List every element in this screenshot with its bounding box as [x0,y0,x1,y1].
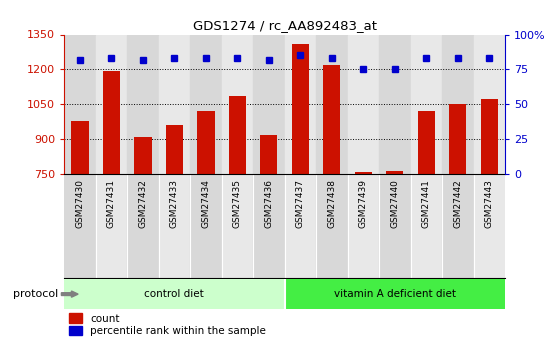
Bar [285,34,316,174]
Text: GSM27435: GSM27435 [233,179,242,228]
Bar [64,279,285,309]
Bar [158,34,190,174]
Text: GSM27440: GSM27440 [390,179,400,228]
Text: GSM27441: GSM27441 [422,179,431,228]
Bar [95,34,127,174]
Bar [95,174,127,278]
Bar [474,34,505,174]
Bar [386,171,403,174]
Bar [190,174,222,278]
Bar [222,174,253,278]
Text: GSM27437: GSM27437 [296,179,305,228]
Bar [379,34,411,174]
Text: control diet: control diet [145,289,204,299]
Text: GSM27431: GSM27431 [107,179,116,228]
Text: vitamin A deficient diet: vitamin A deficient diet [334,289,456,299]
Bar [166,125,183,174]
Text: GSM27434: GSM27434 [201,179,210,228]
Bar [355,172,372,174]
Bar [348,34,379,174]
Bar [253,34,285,174]
Text: GSM27442: GSM27442 [453,179,462,228]
Legend: count, percentile rank within the sample: count, percentile rank within the sample [69,313,266,336]
Bar [64,174,95,278]
Text: GSM27430: GSM27430 [75,179,84,228]
Bar [222,34,253,174]
Bar [442,174,474,278]
Bar [127,34,158,174]
Bar [197,111,214,174]
Bar [103,71,120,174]
Bar [449,104,466,174]
Bar [285,279,505,309]
Bar [316,34,348,174]
Bar [323,65,340,174]
Bar [379,174,411,278]
Bar [474,174,505,278]
Bar [480,99,498,174]
Bar [417,111,435,174]
Bar [411,174,442,278]
Bar [292,44,309,174]
Bar [229,96,246,174]
Text: GSM27432: GSM27432 [138,179,147,228]
Text: GSM27443: GSM27443 [485,179,494,228]
Bar [64,34,95,174]
Bar [71,121,89,174]
Bar [348,174,379,278]
Text: GSM27433: GSM27433 [170,179,179,228]
Title: GDS1274 / rc_AA892483_at: GDS1274 / rc_AA892483_at [193,19,377,32]
Bar [285,174,316,278]
Bar [411,34,442,174]
Bar [442,34,474,174]
Text: GSM27438: GSM27438 [328,179,336,228]
Bar [158,174,190,278]
Bar [253,174,285,278]
Text: GSM27439: GSM27439 [359,179,368,228]
Bar [260,135,277,174]
Bar [134,137,152,174]
Text: GSM27436: GSM27436 [264,179,273,228]
Bar [316,174,348,278]
Text: protocol: protocol [13,289,59,299]
Bar [127,174,158,278]
Bar [190,34,222,174]
